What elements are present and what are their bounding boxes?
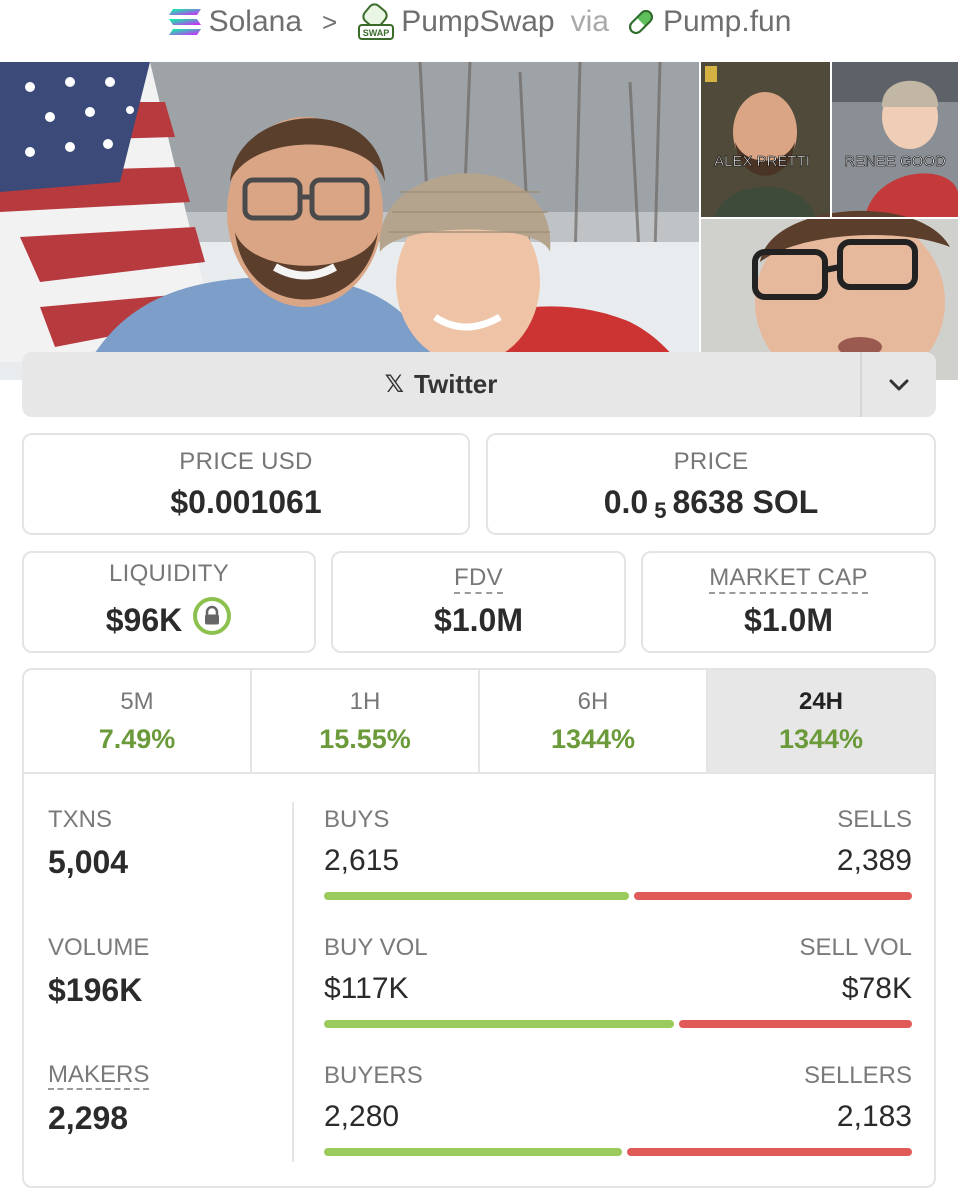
buys-value: 2,615	[324, 844, 400, 877]
buyers-value: 2,280	[324, 1100, 400, 1133]
sells-value: 2,389	[836, 844, 912, 877]
buyers-sellers-split: BUYERS SELLERS 2,280 2,183	[324, 1062, 912, 1156]
sell-vol-value: $78K	[841, 972, 912, 1005]
price-native-card: PRICE 0.0 5 8638 SOL	[486, 433, 936, 535]
sells-label: SELLS	[837, 806, 912, 833]
chain-name: Solana	[208, 5, 303, 38]
market-cap-card: MARKET CAP $1.0M	[641, 551, 936, 653]
price-usd-value: $0.001061	[170, 483, 322, 520]
buys-sells-bar	[324, 892, 912, 900]
sellers-label: SELLERS	[803, 1062, 912, 1089]
buys-label: BUYS	[324, 806, 390, 833]
stats-body: TXNS 5,004 VOLUME $196K MAKERS 2,298 BUY…	[24, 774, 934, 1186]
chevron-down-icon	[889, 379, 909, 390]
buy-vol-value: $117K	[324, 972, 409, 1005]
buys-sells-split: BUYS SELLS 2,615 2,389	[324, 806, 912, 900]
breadcrumb: Solana > SWAP PumpSwap via Pump.fun	[0, 0, 958, 44]
split-labels: BUY VOL SELL VOL	[324, 934, 912, 962]
buy-sell-volume-split: BUY VOL SELL VOL $117K $78K	[324, 934, 912, 1028]
solana-logo-icon	[167, 7, 203, 37]
volume-label: VOLUME	[48, 934, 150, 961]
fdv-value: $1.0M	[434, 602, 523, 639]
market-cap-value: $1.0M	[744, 602, 833, 639]
sell-vol-label: SELL VOL	[799, 934, 912, 961]
split-labels: BUYERS SELLERS	[324, 1062, 912, 1090]
liquidity-label: LIQUIDITY	[108, 560, 230, 587]
tab-label: 24H	[798, 687, 844, 715]
liquidity-value: $96K	[105, 601, 183, 638]
market-cap-label[interactable]: MARKET CAP	[709, 564, 868, 595]
flag-graphic	[0, 62, 210, 362]
dex-name: PumpSwap	[401, 5, 555, 38]
price-usd-label: PRICE USD	[179, 447, 313, 475]
buy-sell-volume-bar	[324, 1020, 912, 1028]
tab-change: 1344%	[778, 723, 864, 754]
split-values: 2,280 2,183	[324, 1090, 912, 1134]
stats-divider	[292, 802, 294, 1162]
liquidity-value-row: $96K	[106, 596, 233, 644]
liquidity-card: LIQUIDITY $96K	[22, 551, 316, 653]
volume-value: $196K	[48, 972, 143, 1008]
makers-value: 2,298	[48, 1100, 129, 1137]
txns-label: TXNS	[48, 806, 113, 833]
social-expand-button[interactable]	[860, 352, 936, 417]
sellers-value: 2,183	[836, 1100, 912, 1133]
buyers-label: BUYERS	[324, 1062, 423, 1089]
timeframe-tabs: 5M 7.49% 1H 15.55% 6H 1344% 24H 1344%	[24, 670, 934, 774]
tab-6h[interactable]: 6H 1344%	[480, 670, 708, 772]
swap-badge-text: SWAP	[363, 28, 390, 38]
sell-bar-segment	[678, 1020, 912, 1028]
breadcrumb-separator: >	[322, 6, 338, 37]
breadcrumb-chain[interactable]: Solana	[167, 5, 302, 39]
twitter-link-button[interactable]: 𝕏 Twitter	[22, 352, 860, 417]
price-native-suffix: 8638 SOL	[672, 483, 819, 520]
tab-24h[interactable]: 24H 1344%	[708, 670, 934, 772]
pumpswap-logo-icon: SWAP	[357, 3, 395, 41]
token-banner-image: ALEX PRETTI RENEE GOOD	[0, 62, 958, 380]
price-native-label: PRICE	[673, 447, 749, 475]
price-usd-card: PRICE USD $0.001061	[22, 433, 470, 535]
trading-stats-panel: 5M 7.49% 1H 15.55% 6H 1344% 24H 1344% TX…	[22, 668, 936, 1188]
x-logo-icon: 𝕏	[384, 371, 405, 398]
buy-bar-segment	[324, 1020, 674, 1028]
sell-bar-segment	[633, 892, 912, 900]
tab-label: 1H	[349, 687, 381, 715]
split-values: $117K $78K	[324, 962, 912, 1006]
collage-panels: ALEX PRETTI RENEE GOOD	[699, 62, 958, 380]
split-labels: BUYS SELLS	[324, 806, 912, 834]
split-values: 2,615 2,389	[324, 834, 912, 878]
breadcrumb-dex[interactable]: SWAP PumpSwap	[357, 3, 555, 41]
txns-stat: TXNS 5,004	[48, 806, 128, 881]
volume-stat: VOLUME $196K	[48, 934, 149, 1009]
via-label: via	[570, 5, 609, 38]
price-native-zero-count: 5	[654, 498, 667, 523]
tab-change: 15.55%	[319, 723, 411, 754]
buy-vol-label: BUY VOL	[324, 934, 428, 961]
buy-bar-segment	[324, 892, 629, 900]
social-links-bar: 𝕏 Twitter	[22, 352, 936, 417]
breadcrumb-launchpad[interactable]: Pump.fun	[625, 5, 791, 39]
buy-bar-segment	[324, 1148, 622, 1156]
buyers-sellers-bar	[324, 1148, 912, 1156]
tab-5m[interactable]: 5M 7.49%	[24, 670, 252, 772]
fdv-card: FDV $1.0M	[331, 551, 626, 653]
tab-change: 1344%	[550, 723, 636, 754]
price-native-value: 0.0 5 8638 SOL	[603, 483, 819, 524]
launchpad-name: Pump.fun	[662, 5, 792, 38]
twitter-label: Twitter	[414, 369, 498, 399]
collage-caption-1: ALEX PRETTI	[714, 153, 810, 170]
lock-icon[interactable]	[192, 596, 232, 644]
sell-bar-segment	[626, 1148, 912, 1156]
tab-label: 6H	[577, 687, 609, 715]
pill-icon	[625, 6, 657, 38]
makers-stat: MAKERS 2,298	[48, 1061, 150, 1137]
makers-label[interactable]: MAKERS	[48, 1061, 150, 1091]
tab-1h[interactable]: 1H 15.55%	[252, 670, 480, 772]
tab-change: 7.49%	[98, 723, 176, 754]
txns-value: 5,004	[48, 844, 129, 880]
fdv-label[interactable]: FDV	[454, 564, 503, 595]
price-native-prefix: 0.0	[603, 483, 649, 520]
collage-caption-2: RENEE GOOD	[844, 153, 946, 170]
tab-label: 5M	[120, 687, 154, 715]
